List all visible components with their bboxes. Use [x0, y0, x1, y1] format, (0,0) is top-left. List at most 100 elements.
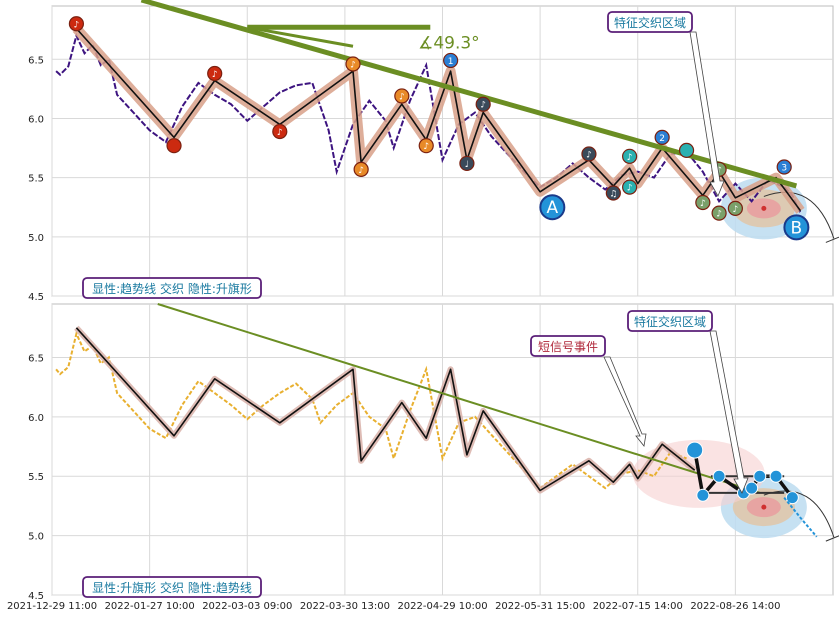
- event-marker: [678, 142, 695, 159]
- event-marker-dot: [475, 96, 491, 112]
- event-marker-dot: [678, 142, 695, 159]
- top-panel: 4.5 5.0 5.5 6.0 6.5 ∡49.3° ♪ ♪ ♪ ♪ ♪ ♪ ♪ 1 ♩ ♪ ♪ ♫ ♪ ♪ 2 ♪ ♪ ♪ ♪…: [28, 0, 839, 303]
- event-marker-dot: [394, 88, 410, 104]
- angle-label: ∡49.3°: [418, 34, 480, 54]
- event-marker: 2: [654, 129, 670, 145]
- event-marker: ♪: [68, 16, 85, 32]
- event-marker-symbol: ♪: [277, 128, 283, 138]
- event-marker-dot: [418, 138, 434, 154]
- point-label-circle: [539, 194, 566, 221]
- x-tick-label: 2022-03-03 09:00: [202, 601, 292, 612]
- y-tick-label: 5.5: [28, 472, 44, 483]
- event-marker: ♪: [353, 161, 369, 177]
- event-marker-symbol: ♪: [627, 153, 633, 163]
- event-marker: ♪: [475, 96, 491, 112]
- event-marker-dot: [345, 56, 361, 72]
- flag-point: [769, 469, 783, 483]
- signal-text: 短信号事件: [538, 340, 598, 354]
- event-marker-symbol: ♪: [716, 166, 722, 176]
- x-tick-label: 2022-04-29 10:00: [397, 601, 487, 612]
- signal-box: [530, 335, 606, 357]
- annotation-box: [627, 310, 713, 332]
- event-marker-symbol: ♪: [733, 205, 739, 215]
- y-tick-label: 4.5: [28, 591, 44, 602]
- angle-arm: [246, 25, 354, 48]
- annotation-arrow: [709, 330, 749, 494]
- x-tick-label: 2022-03-30 13:00: [300, 601, 390, 612]
- annotation-arrow: [689, 31, 725, 197]
- event-marker: ♪: [345, 56, 361, 72]
- x-tick-label: 2021-12-29 11:00: [7, 601, 97, 612]
- y-tick-label: 4.5: [28, 292, 44, 303]
- event-marker-dot: [605, 185, 621, 201]
- event-marker-dot: [443, 52, 459, 69]
- event-marker: ♪: [695, 194, 711, 211]
- event-marker: ♪: [394, 88, 410, 104]
- zone-arc-end: [825, 236, 839, 243]
- point-label-b: B: [783, 214, 810, 241]
- flag-point: [686, 441, 704, 459]
- flag-point: [696, 488, 710, 502]
- zone-arc: [763, 191, 835, 239]
- flag-point: [745, 481, 759, 495]
- event-marker-symbol: 1: [448, 57, 454, 67]
- y-tick-label: 5.5: [28, 174, 44, 185]
- event-marker-dot: [68, 16, 85, 32]
- annotation-text: 特征交织区域: [614, 15, 686, 30]
- legend-text: 显性:升旗形 交织 隐性:趋势线: [92, 580, 252, 595]
- event-marker: ♩: [459, 155, 475, 172]
- event-marker-dot: [622, 179, 638, 195]
- event-marker-symbol: ♪: [586, 150, 592, 160]
- event-marker-symbol: ♪: [423, 142, 429, 152]
- event-marker: [166, 138, 182, 154]
- x-tick-label: 2022-05-31 15:00: [495, 601, 585, 612]
- x-tick-label: 2022-01-27 10:00: [105, 601, 195, 612]
- legend-text: 显性:趋势线 交织 隐性:升旗形: [92, 281, 252, 296]
- zigzag-line: [75, 327, 696, 492]
- y-tick-label: 5.0: [28, 233, 44, 244]
- event-marker-dot: [727, 200, 743, 217]
- x-tick-label: 2022-08-26 14:00: [690, 601, 780, 612]
- event-marker: ♪: [581, 146, 597, 162]
- x-tick-label: 2022-07-15 14:00: [593, 601, 683, 612]
- event-marker-dot: [353, 161, 369, 177]
- flag-point: [712, 469, 726, 483]
- event-marker: 3: [776, 159, 792, 175]
- event-marker: 1: [443, 52, 459, 69]
- event-marker-symbol: ♪: [358, 166, 364, 176]
- y-tick-label: 5.0: [28, 532, 44, 543]
- legend-box: [82, 277, 262, 299]
- trendline: [157, 303, 761, 494]
- event-marker-dot: [272, 123, 288, 140]
- event-marker-dot: [459, 155, 475, 172]
- event-marker: ♪: [622, 148, 638, 164]
- flag-point: [785, 491, 799, 505]
- y-tick-label: 6.5: [28, 353, 44, 364]
- projection-line: [783, 496, 818, 538]
- event-marker-symbol: ♪: [212, 70, 218, 80]
- event-marker: ♪: [622, 179, 638, 195]
- event-marker: ♫: [605, 185, 621, 201]
- event-marker-symbol: 3: [781, 163, 787, 173]
- event-marker: ♪: [272, 123, 288, 140]
- event-marker: ♪: [418, 138, 434, 154]
- event-marker-symbol: ♫: [609, 190, 617, 200]
- event-marker-dot: [711, 205, 727, 221]
- event-marker-dot: [207, 65, 223, 82]
- event-marker-dot: [776, 159, 792, 175]
- event-marker: ♪: [711, 205, 727, 221]
- y-tick-label: 6.0: [28, 114, 44, 125]
- flag-point: [753, 469, 767, 483]
- y-tick-label: 6.5: [28, 55, 44, 66]
- event-marker-symbol: ♩: [465, 160, 469, 170]
- event-marker-symbol: ♪: [74, 20, 80, 30]
- event-marker-symbol: ♪: [627, 184, 633, 194]
- event-marker-dot: [166, 138, 182, 154]
- zone-center: [761, 504, 767, 510]
- annotation-text: 特征交织区域: [634, 314, 706, 329]
- event-marker-symbol: ♪: [399, 92, 405, 102]
- y-tick-label: 6.0: [28, 413, 44, 424]
- event-marker-symbol: ♪: [350, 61, 356, 71]
